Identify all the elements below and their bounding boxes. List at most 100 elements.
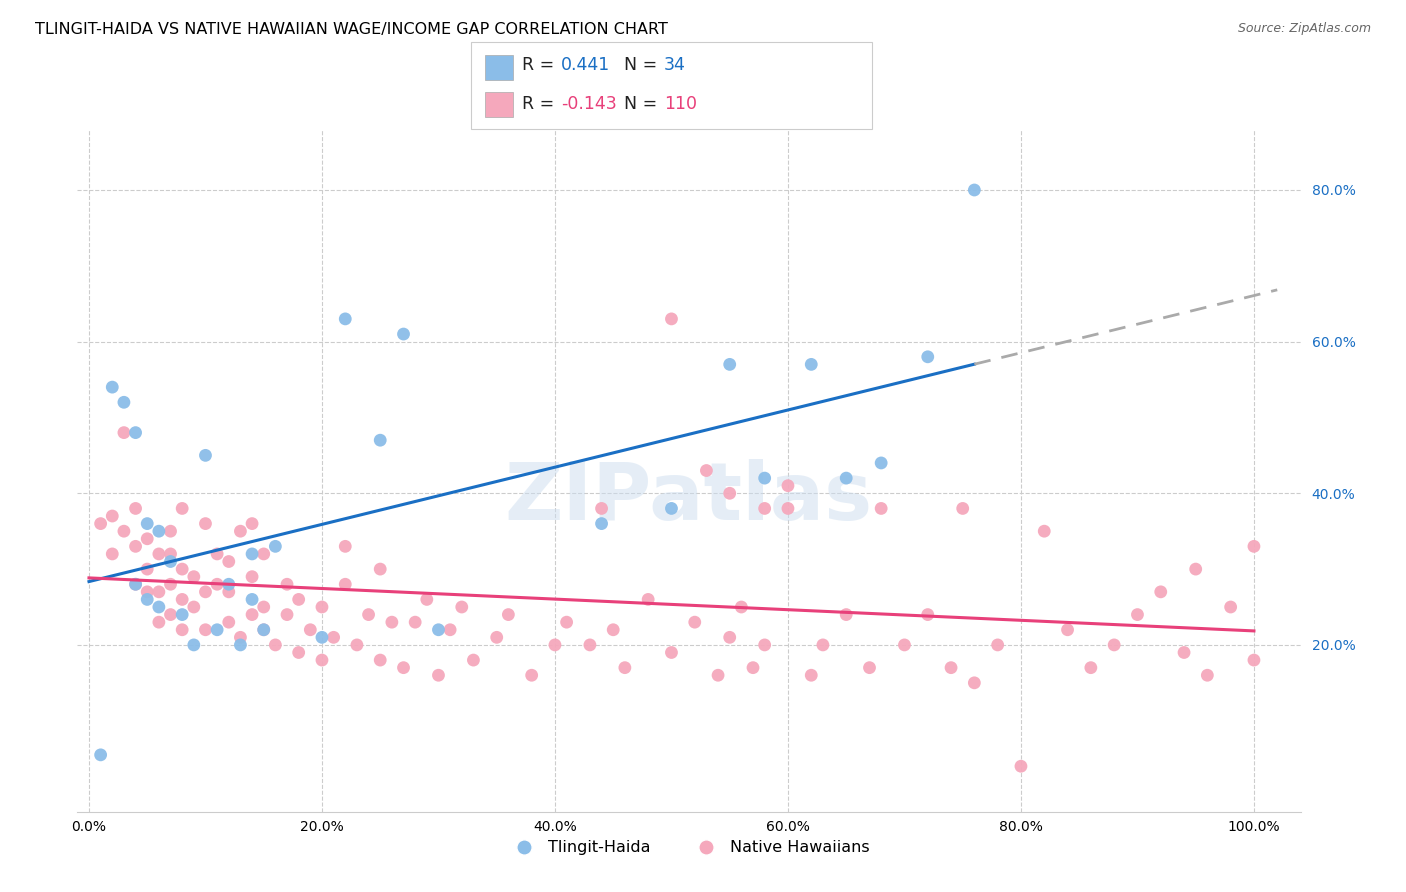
Point <box>1197 668 1219 682</box>
Point <box>346 638 368 652</box>
Point <box>172 623 194 637</box>
Point <box>835 471 858 485</box>
Point <box>661 312 683 326</box>
Point <box>205 547 228 561</box>
Point <box>754 471 776 485</box>
Point <box>730 600 752 615</box>
Point <box>718 358 741 372</box>
Point <box>148 524 170 539</box>
Point <box>112 425 135 440</box>
Point <box>463 653 485 667</box>
Point <box>1184 562 1206 576</box>
Point <box>893 638 915 652</box>
Point <box>136 585 159 599</box>
Point <box>1243 539 1265 553</box>
Point <box>101 508 124 523</box>
Point <box>368 434 391 448</box>
Point <box>357 607 380 622</box>
Legend: Tlingit-Haida, Native Hawaiians: Tlingit-Haida, Native Hawaiians <box>502 834 876 862</box>
Point <box>427 623 450 637</box>
Point <box>1150 585 1173 599</box>
Point <box>90 747 112 762</box>
Point <box>183 600 205 615</box>
Point <box>124 577 146 591</box>
Text: R =: R = <box>522 95 560 113</box>
Point <box>253 623 276 637</box>
Point <box>335 312 357 326</box>
Point <box>427 668 450 682</box>
Point <box>811 638 834 652</box>
Point <box>835 607 858 622</box>
Point <box>800 358 823 372</box>
Point <box>159 577 181 591</box>
Text: ZIPatlas: ZIPatlas <box>505 458 873 537</box>
Point <box>172 501 194 516</box>
Point <box>311 600 333 615</box>
Point <box>695 464 717 478</box>
Point <box>707 668 730 682</box>
Point <box>218 554 240 569</box>
Point <box>800 668 823 682</box>
Point <box>637 592 659 607</box>
Point <box>858 660 880 675</box>
Point <box>1219 600 1241 615</box>
Point <box>1056 623 1078 637</box>
Point <box>776 478 799 492</box>
Point <box>776 501 799 516</box>
Point <box>205 623 228 637</box>
Point <box>939 660 962 675</box>
Point <box>544 638 567 652</box>
Point <box>742 660 765 675</box>
Point <box>450 600 472 615</box>
Point <box>253 547 276 561</box>
Text: N =: N = <box>624 56 664 74</box>
Text: Source: ZipAtlas.com: Source: ZipAtlas.com <box>1237 22 1371 36</box>
Point <box>124 425 146 440</box>
Point <box>416 592 439 607</box>
Point <box>754 501 776 516</box>
Point <box>661 501 683 516</box>
Text: 110: 110 <box>664 95 696 113</box>
Point <box>1126 607 1149 622</box>
Point <box>754 638 776 652</box>
Point <box>368 562 391 576</box>
Point <box>718 630 741 644</box>
Point <box>661 646 683 660</box>
Point <box>917 607 939 622</box>
Text: 0.441: 0.441 <box>561 56 610 74</box>
Point <box>253 600 276 615</box>
Point <box>1010 759 1032 773</box>
Point <box>335 539 357 553</box>
Point <box>240 547 263 561</box>
Point <box>1243 653 1265 667</box>
Point <box>112 524 135 539</box>
Point <box>194 448 217 462</box>
Point <box>159 607 181 622</box>
Point <box>240 570 263 584</box>
Point <box>136 532 159 546</box>
Point <box>520 668 543 682</box>
Point <box>229 638 252 652</box>
Point <box>311 630 333 644</box>
Point <box>381 615 404 630</box>
Point <box>183 638 205 652</box>
Point <box>218 615 240 630</box>
Point <box>148 585 170 599</box>
Point <box>1102 638 1125 652</box>
Point <box>159 524 181 539</box>
Point <box>591 501 613 516</box>
Point <box>253 623 276 637</box>
Point <box>579 638 602 652</box>
Point <box>229 630 252 644</box>
Text: N =: N = <box>624 95 664 113</box>
Point <box>124 577 146 591</box>
Point <box>124 501 146 516</box>
Point <box>591 516 613 531</box>
Text: 34: 34 <box>664 56 686 74</box>
Point <box>136 562 159 576</box>
Point <box>136 516 159 531</box>
Point <box>124 539 146 553</box>
Point <box>218 577 240 591</box>
Point <box>368 653 391 667</box>
Point <box>136 592 159 607</box>
